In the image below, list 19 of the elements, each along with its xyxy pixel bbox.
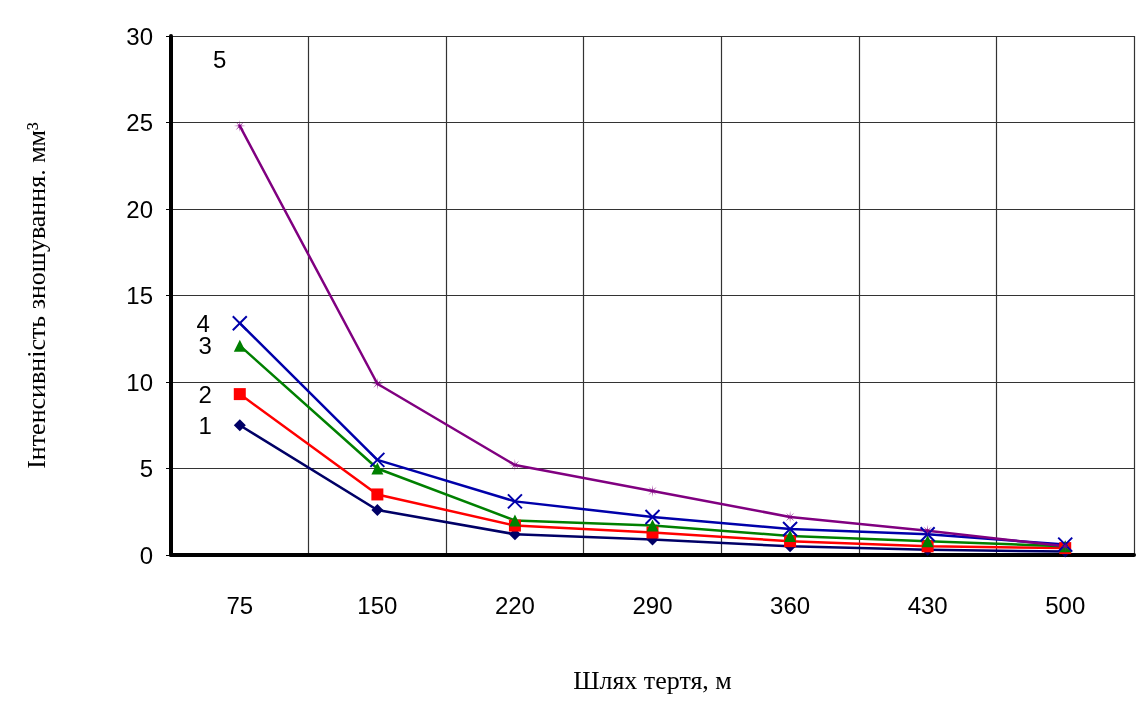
text: 5 — [213, 46, 227, 74]
y-axis-title: Інтенсивність зношування. мм³ — [21, 121, 51, 469]
series-label: 1 — [198, 411, 212, 439]
x-tick-label: 290 — [632, 591, 673, 619]
x-tick-label: 360 — [770, 591, 811, 619]
y-tick-label: 30 — [126, 22, 153, 50]
y-tick-label: 0 — [139, 541, 153, 569]
x-axis-title: Шлях тертя, м — [573, 665, 732, 695]
series-label: 2 — [198, 380, 212, 408]
y-tick-label: 20 — [126, 195, 153, 223]
x-tick-label: 430 — [907, 591, 948, 619]
y-tick-label: 25 — [126, 109, 153, 136]
x-tick-label: 75 — [226, 591, 254, 619]
y-tick-label: 5 — [139, 455, 153, 482]
x-tick-label: 500 — [1045, 591, 1086, 619]
y-tick-label: 15 — [126, 282, 153, 309]
x-tick-label: 150 — [357, 591, 398, 619]
x-tick-label: 220 — [494, 591, 535, 619]
y-tick-label: 10 — [126, 368, 153, 396]
